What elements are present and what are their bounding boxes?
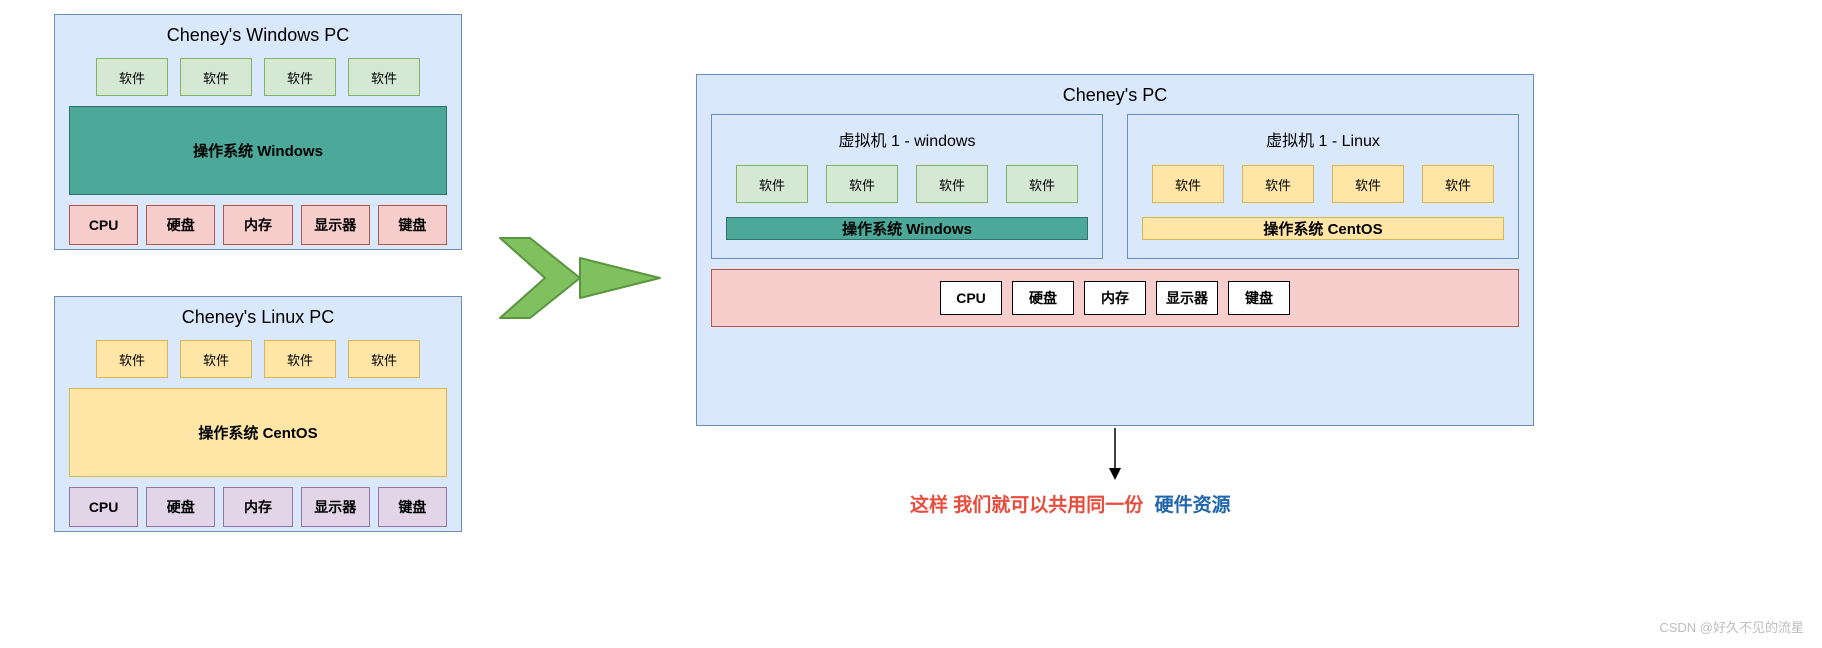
caption-red: 这样 我们就可以共用同一份 (910, 495, 1143, 516)
caption: 这样 我们就可以共用同一份 硬件资源 (910, 490, 1231, 517)
hw-box: 内存 (223, 487, 292, 527)
vm2-os: 操作系统 CentOS (1142, 217, 1504, 240)
hw-box: 键盘 (378, 487, 447, 527)
hw-chip: CPU (940, 281, 1002, 315)
panel-linux-pc: Cheney's Linux PC 软件 软件 软件 软件 操作系统 CentO… (54, 296, 462, 532)
hw-box: 内存 (223, 205, 292, 245)
hw-box: 键盘 (378, 205, 447, 245)
title-pc: Cheney's PC (1063, 75, 1167, 114)
sw-box: 软件 (1242, 165, 1314, 203)
hw-box: 显示器 (301, 487, 370, 527)
sw-box: 软件 (96, 58, 168, 96)
sw-box: 软件 (1006, 165, 1078, 203)
down-arrow-icon (1105, 428, 1125, 480)
vm1-title: 虚拟机 1 - windows (839, 115, 976, 161)
sw-box: 软件 (1332, 165, 1404, 203)
vm1-os: 操作系统 Windows (726, 217, 1088, 240)
hw-box: 硬盘 (146, 487, 215, 527)
hw-chip: 显示器 (1156, 281, 1218, 315)
row-hw-linux: CPU 硬盘 内存 显示器 键盘 (55, 483, 461, 531)
sw-box: 软件 (348, 340, 420, 378)
sw-box: 软件 (180, 58, 252, 96)
sw-box: 软件 (96, 340, 168, 378)
sw-box: 软件 (180, 340, 252, 378)
sw-box: 软件 (264, 58, 336, 96)
hw-chip: 内存 (1084, 281, 1146, 315)
panel-windows-pc: Cheney's Windows PC 软件 软件 软件 软件 操作系统 Win… (54, 14, 462, 250)
vm2-title: 虚拟机 1 - Linux (1266, 115, 1380, 161)
row-hw-win: CPU 硬盘 内存 显示器 键盘 (55, 201, 461, 249)
vm-windows: 虚拟机 1 - windows 软件 软件 软件 软件 操作系统 Windows (711, 114, 1103, 259)
sw-box: 软件 (348, 58, 420, 96)
sw-box: 软件 (736, 165, 808, 203)
sw-box: 软件 (916, 165, 988, 203)
title-windows: Cheney's Windows PC (167, 15, 350, 54)
sw-box: 软件 (1422, 165, 1494, 203)
row-sw-win: 软件 软件 软件 软件 (55, 54, 461, 100)
sw-box: 软件 (1152, 165, 1224, 203)
hw-box: CPU (69, 205, 138, 245)
vm2-sw-row: 软件 软件 软件 软件 (1128, 161, 1518, 207)
caption-blue: 硬件资源 (1155, 495, 1231, 516)
vm-linux: 虚拟机 1 - Linux 软件 软件 软件 软件 操作系统 CentOS (1127, 114, 1519, 259)
watermark: CSDN @好久不见的流星 (1659, 617, 1804, 636)
shared-hw-band: CPU 硬盘 内存 显示器 键盘 (711, 269, 1519, 327)
os-centos: 操作系统 CentOS (69, 388, 447, 477)
vm1-sw-row: 软件 软件 软件 软件 (712, 161, 1102, 207)
transition-arrow-icon (490, 228, 670, 328)
hw-chip: 硬盘 (1012, 281, 1074, 315)
sw-box: 软件 (264, 340, 336, 378)
title-linux: Cheney's Linux PC (182, 297, 335, 336)
sw-box: 软件 (826, 165, 898, 203)
hw-chip: 键盘 (1228, 281, 1290, 315)
hw-box: CPU (69, 487, 138, 527)
os-windows: 操作系统 Windows (69, 106, 447, 195)
row-sw-linux: 软件 软件 软件 软件 (55, 336, 461, 382)
panel-cheney-pc: Cheney's PC 虚拟机 1 - windows 软件 软件 软件 软件 … (696, 74, 1534, 426)
hw-box: 显示器 (301, 205, 370, 245)
hw-box: 硬盘 (146, 205, 215, 245)
